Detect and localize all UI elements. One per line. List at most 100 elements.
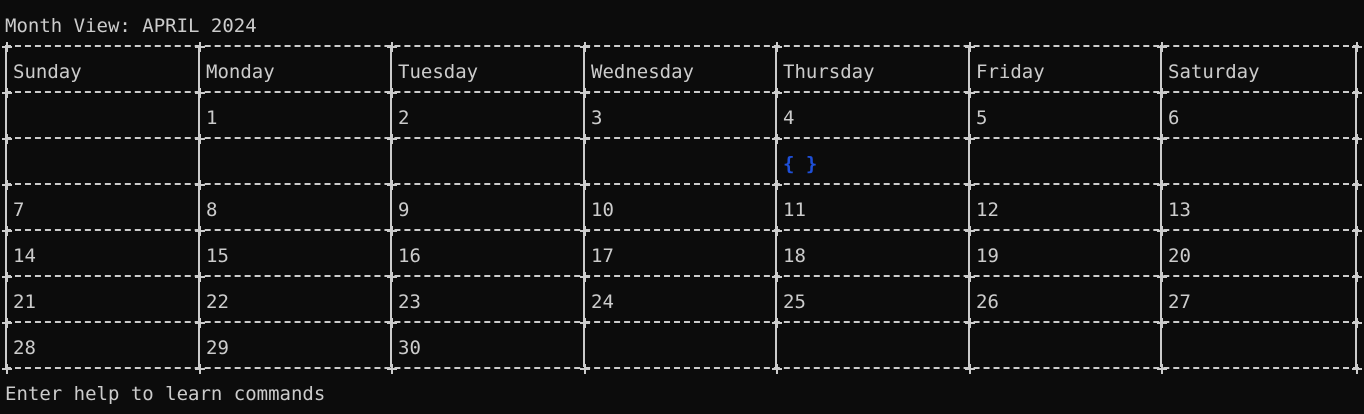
grid-vertical-border <box>583 45 585 367</box>
grid-junction <box>2 180 12 190</box>
grid-junction <box>387 42 397 52</box>
day-cell: 20 <box>1168 245 1191 267</box>
grid-junction <box>1352 318 1362 328</box>
grid-junction <box>1352 88 1362 98</box>
day-cell: 4 <box>783 107 795 129</box>
event-marker[interactable]: { } <box>783 153 818 175</box>
grid-junction <box>1157 226 1167 236</box>
grid-junction <box>772 134 782 144</box>
day-cell: 23 <box>398 291 421 313</box>
grid-junction <box>195 88 205 98</box>
empty-cell <box>1168 152 1353 176</box>
grid-junction <box>2 134 12 144</box>
empty-cell <box>591 336 773 360</box>
grid-junction <box>195 272 205 282</box>
day-cell: 17 <box>591 245 614 267</box>
day-cell: 13 <box>1168 199 1191 221</box>
grid-junction <box>965 272 975 282</box>
day-cell: 25 <box>783 291 806 313</box>
weekday-header-wednesday: Wednesday <box>591 61 694 83</box>
grid-junction <box>387 88 397 98</box>
grid-junction <box>195 364 205 374</box>
grid-vertical-border <box>198 45 200 367</box>
day-cell: 5 <box>976 107 988 129</box>
grid-junction <box>2 318 12 328</box>
grid-junction <box>2 364 12 374</box>
grid-junction <box>772 272 782 282</box>
grid-junction <box>580 42 590 52</box>
day-cell: 15 <box>206 245 229 267</box>
grid-junction <box>965 42 975 52</box>
grid-horizontal-border <box>5 137 1359 139</box>
day-cell: 12 <box>976 199 999 221</box>
weekday-header-tuesday: Tuesday <box>398 61 479 83</box>
day-cell: 3 <box>591 107 603 129</box>
command-prompt-hint: Enter help to learn commands <box>5 383 326 405</box>
empty-cell <box>13 106 196 130</box>
grid-junction <box>580 180 590 190</box>
grid-junction <box>580 134 590 144</box>
day-cell: 22 <box>206 291 229 313</box>
grid-junction <box>772 226 782 236</box>
grid-junction <box>1157 42 1167 52</box>
day-cell: 27 <box>1168 291 1191 313</box>
grid-junction <box>965 226 975 236</box>
grid-junction <box>387 318 397 328</box>
empty-cell <box>591 152 773 176</box>
grid-junction <box>772 180 782 190</box>
grid-junction <box>387 272 397 282</box>
grid-junction <box>580 226 590 236</box>
empty-cell <box>206 152 388 176</box>
weekday-header-saturday: Saturday <box>1168 61 1260 83</box>
grid-vertical-border <box>968 45 970 367</box>
grid-vertical-border <box>1160 45 1162 367</box>
grid-junction <box>965 134 975 144</box>
day-cell: 10 <box>591 199 614 221</box>
day-cell: 26 <box>976 291 999 313</box>
grid-vertical-border <box>390 45 392 367</box>
grid-junction <box>1157 134 1167 144</box>
grid-junction <box>580 272 590 282</box>
grid-junction <box>387 180 397 190</box>
grid-junction <box>1352 364 1362 374</box>
grid-horizontal-border <box>5 229 1359 231</box>
day-cell: 24 <box>591 291 614 313</box>
grid-junction <box>1352 180 1362 190</box>
grid-junction <box>1157 318 1167 328</box>
grid-junction <box>1157 364 1167 374</box>
grid-junction <box>580 364 590 374</box>
empty-cell <box>13 152 196 176</box>
grid-junction <box>1352 226 1362 236</box>
grid-vertical-border <box>775 45 777 367</box>
day-cell: 16 <box>398 245 421 267</box>
grid-junction <box>772 318 782 328</box>
day-cell: 9 <box>398 199 410 221</box>
grid-junction <box>2 42 12 52</box>
grid-junction <box>1352 272 1362 282</box>
grid-junction <box>965 88 975 98</box>
grid-junction <box>387 364 397 374</box>
grid-horizontal-border <box>5 367 1359 369</box>
empty-cell <box>976 152 1158 176</box>
grid-junction <box>772 88 782 98</box>
day-cell: 21 <box>13 291 36 313</box>
grid-vertical-border <box>1355 45 1357 367</box>
grid-horizontal-border <box>5 275 1359 277</box>
weekday-header-sunday: Sunday <box>13 61 82 83</box>
day-cell: 29 <box>206 337 229 359</box>
grid-junction <box>965 180 975 190</box>
day-cell: 30 <box>398 337 421 359</box>
day-cell: 2 <box>398 107 410 129</box>
grid-junction <box>1157 272 1167 282</box>
empty-cell <box>398 152 581 176</box>
grid-junction <box>195 42 205 52</box>
day-cell: 8 <box>206 199 218 221</box>
grid-junction <box>1352 42 1362 52</box>
empty-cell <box>783 336 966 360</box>
grid-junction <box>387 134 397 144</box>
weekday-header-friday: Friday <box>976 61 1045 83</box>
grid-junction <box>1157 88 1167 98</box>
day-cell: 1 <box>206 107 218 129</box>
grid-horizontal-border <box>5 321 1359 323</box>
